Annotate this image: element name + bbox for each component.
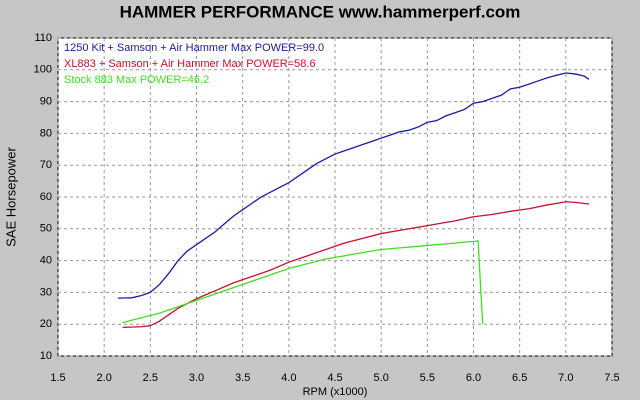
x-tick-label: 2.5 xyxy=(143,372,158,384)
x-tick-label: 5.0 xyxy=(374,372,389,384)
x-tick-label: 3.5 xyxy=(235,372,250,384)
y-tick-label: 60 xyxy=(40,191,52,203)
x-tick-label: 7.0 xyxy=(558,372,573,384)
legend-label: Stock 883 Max POWER=46.2 xyxy=(64,74,209,86)
legend-label: 1250 Kit + Samson + Air Hammer Max POWER… xyxy=(64,42,324,54)
series-line xyxy=(122,201,589,329)
y-tick-label: 20 xyxy=(40,318,52,330)
y-tick-label: 110 xyxy=(34,32,52,44)
x-tick-label: 6.0 xyxy=(466,372,481,384)
y-tick-label: 40 xyxy=(40,255,52,267)
y-tick-label: 50 xyxy=(40,223,52,235)
x-tick-label: 6.5 xyxy=(512,372,527,384)
x-tick-label: 3.0 xyxy=(189,372,204,384)
x-tick-label: 1.5 xyxy=(50,372,65,384)
x-tick-label: 2.0 xyxy=(97,372,112,384)
y-axis-label: SAE Horsepower xyxy=(3,146,18,246)
x-tick-label: 4.0 xyxy=(281,372,296,384)
x-tick-label: 4.5 xyxy=(327,372,342,384)
y-tick-label: 70 xyxy=(40,159,52,171)
x-tick-label: 7.5 xyxy=(604,372,619,384)
y-tick-label: 90 xyxy=(40,96,52,108)
y-tick-label: 100 xyxy=(34,64,52,76)
legend-label: XL883 + Samson + Air Hammer Max POWER=58… xyxy=(64,58,316,70)
y-tick-label: 30 xyxy=(40,286,52,298)
x-tick-label: 5.5 xyxy=(420,372,435,384)
y-tick-label: 10 xyxy=(40,350,52,362)
series-line xyxy=(122,240,484,325)
chart-title: HAMMER PERFORMANCE www.hammerperf.com xyxy=(120,2,521,21)
y-tick-label: 80 xyxy=(40,127,52,139)
series-line xyxy=(118,72,590,299)
x-axis-label: RPM (x1000) xyxy=(303,386,368,398)
